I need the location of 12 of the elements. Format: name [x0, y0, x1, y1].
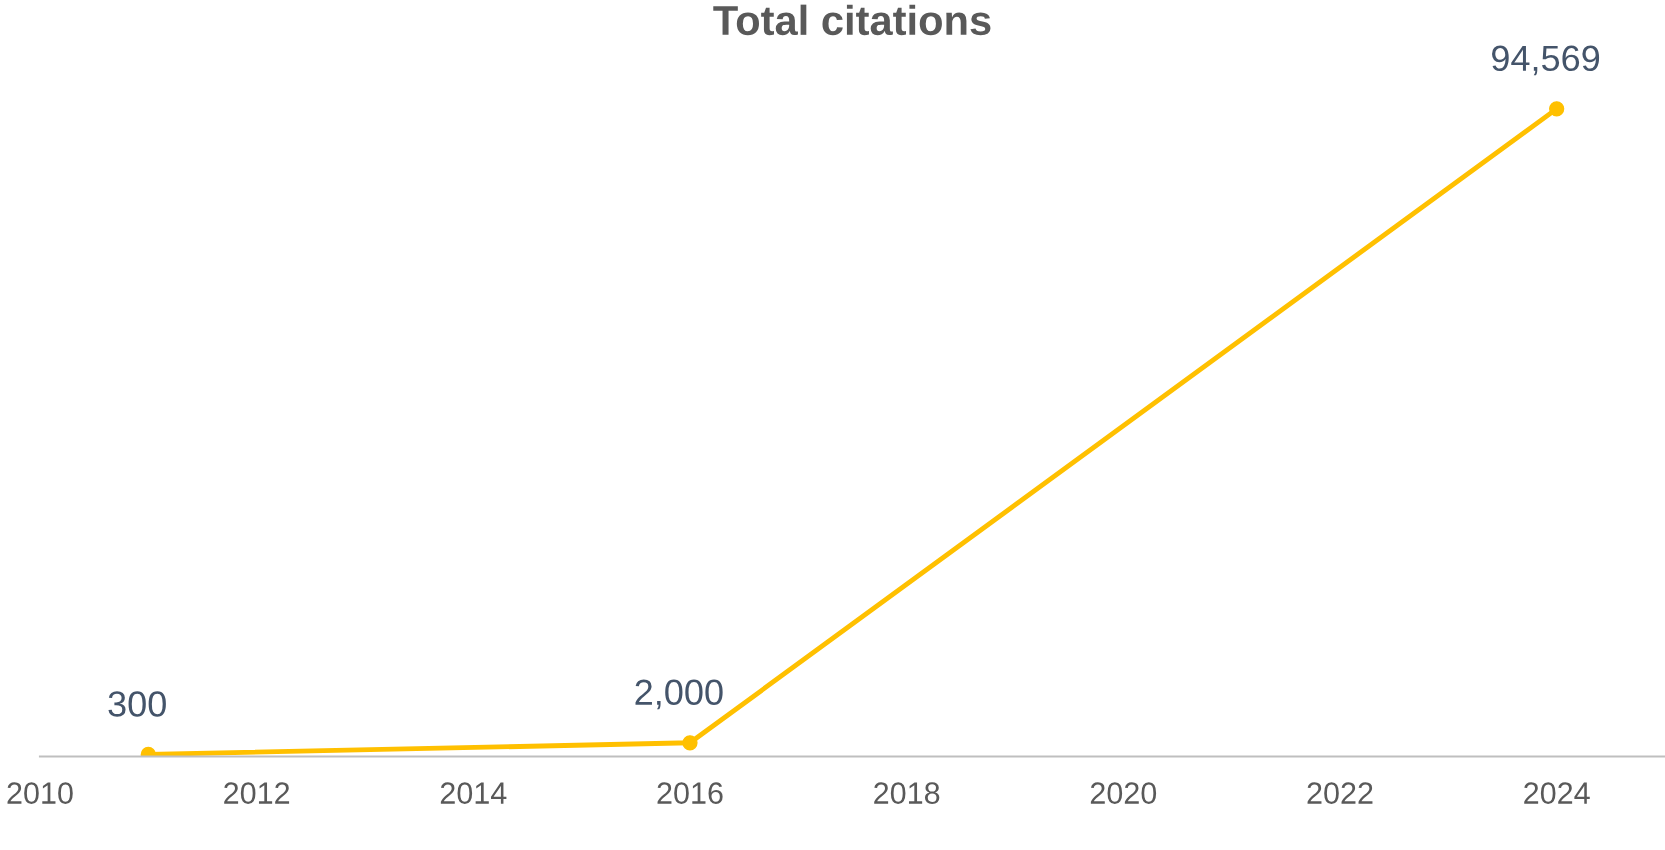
- x-tick-label: 2010: [7, 782, 73, 804]
- chart-title: Total citations: [713, 4, 991, 36]
- x-tick-label: 2020: [1090, 782, 1157, 804]
- x-tick-label: 2022: [1307, 782, 1373, 804]
- x-tick-label: 2024: [1524, 782, 1590, 804]
- x-tick-label: 2016: [657, 782, 723, 804]
- x-tick-label: 2018: [874, 782, 940, 804]
- x-tick-label: 2012: [224, 782, 290, 804]
- x-tick-label: 2014: [440, 782, 507, 804]
- data-label: 2,000: [635, 679, 723, 710]
- data-label: 300: [108, 691, 166, 717]
- data-label: 94,569: [1492, 45, 1600, 76]
